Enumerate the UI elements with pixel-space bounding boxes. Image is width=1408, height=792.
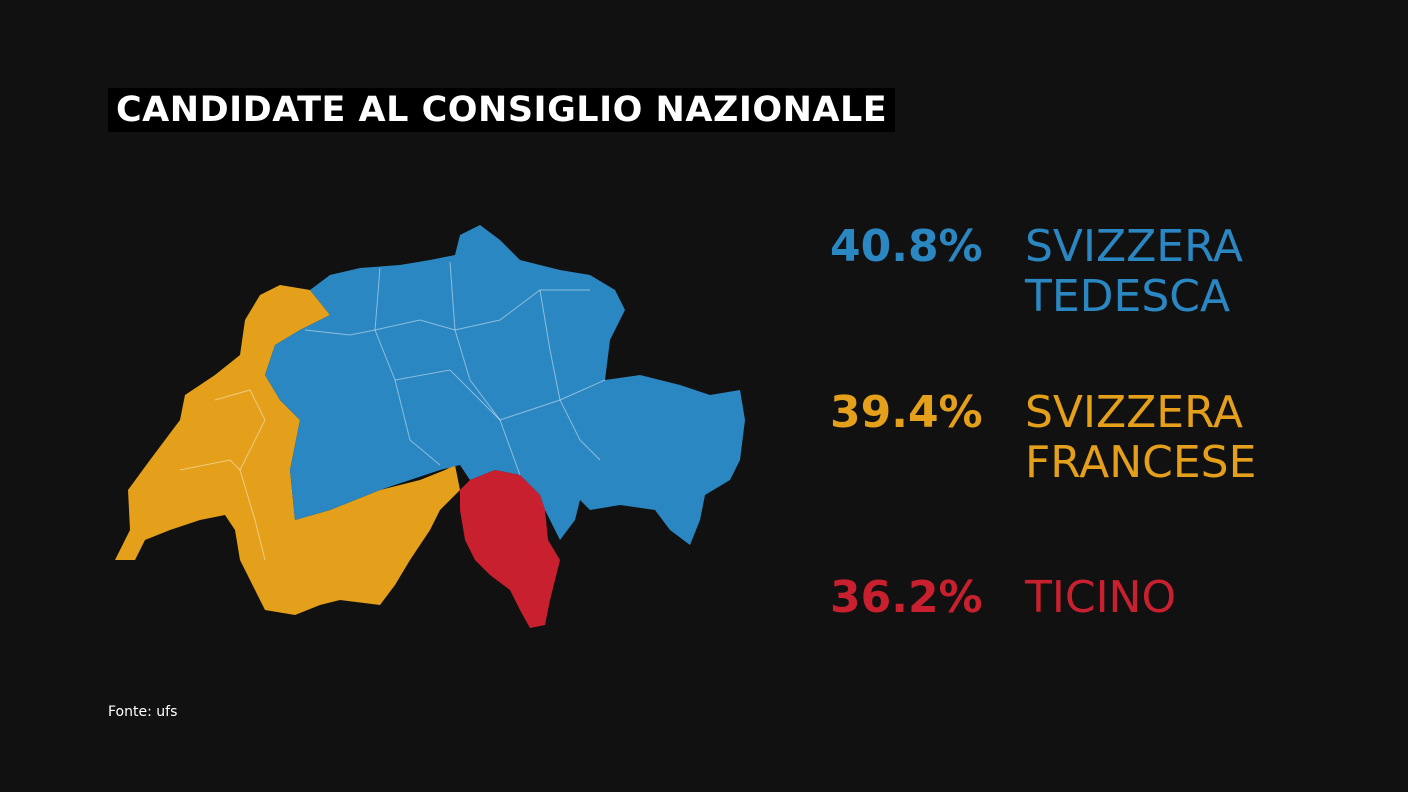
map <box>115 225 745 628</box>
legend-row: 40.8% SVIZZERA TEDESCA <box>830 222 1305 322</box>
region-shape <box>115 285 460 615</box>
region-share: 39.4% <box>830 387 983 438</box>
region-name: TICINO <box>1025 572 1177 623</box>
region-name: SVIZZERA TEDESCA <box>1025 221 1243 322</box>
title: CANDIDATE AL CONSIGLIO NAZIONALE <box>108 88 896 132</box>
canton-borders <box>179 261 606 561</box>
region-shape <box>460 470 560 628</box>
region-shape <box>265 225 745 545</box>
legend-row: 39.4% SVIZZERA FRANCESE <box>830 388 1305 488</box>
region-share: 36.2% <box>830 572 983 623</box>
source: Fonte: ufs <box>108 704 178 720</box>
legend-row: 36.2% TICINO <box>830 573 1305 623</box>
region-share: 40.8% <box>830 221 983 272</box>
region-name: SVIZZERA FRANCESE <box>1025 387 1257 488</box>
